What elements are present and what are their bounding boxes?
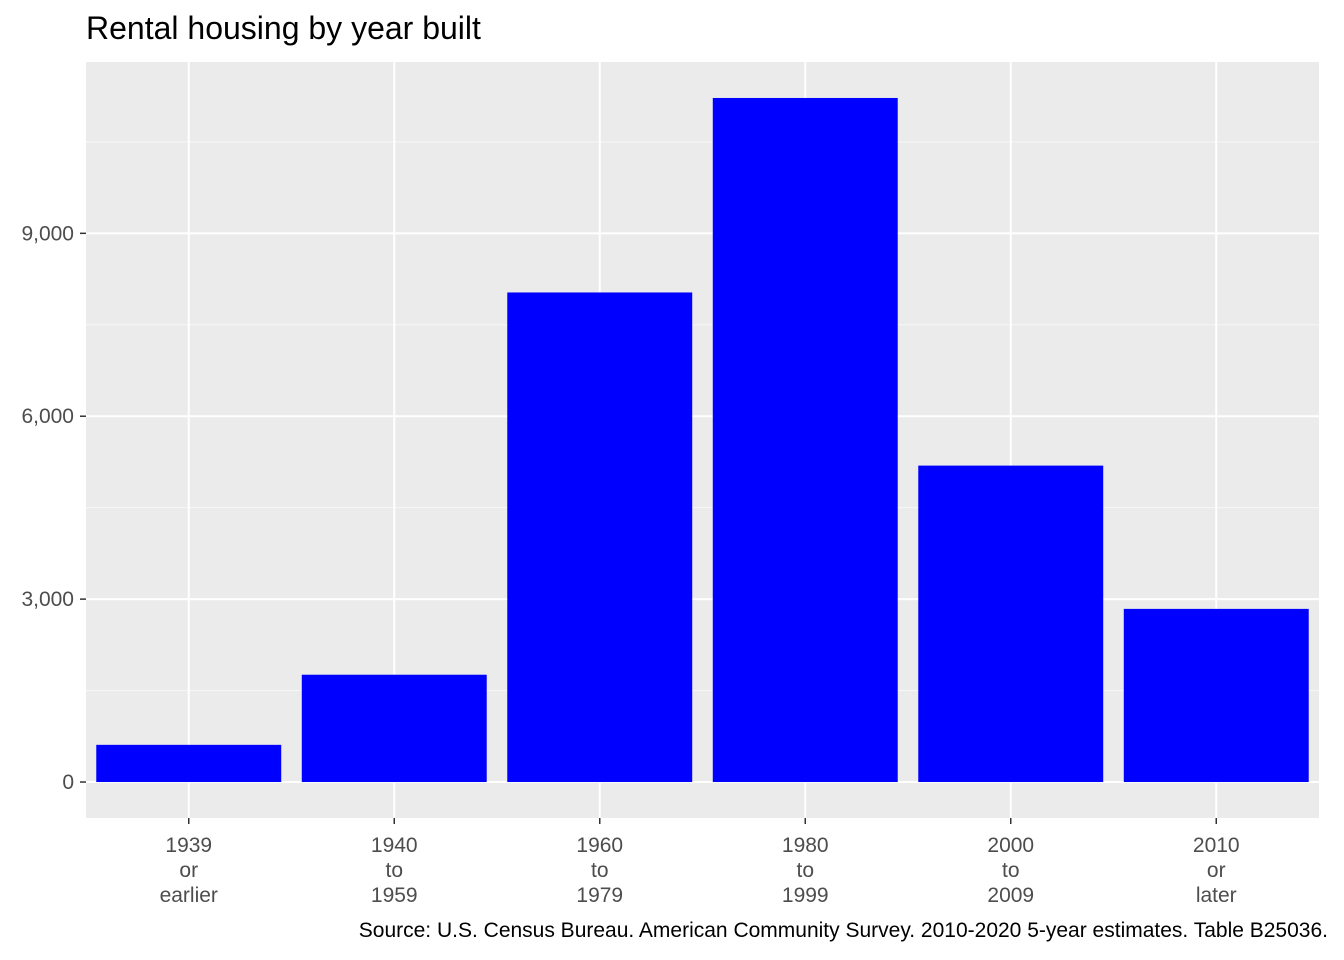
- x-tick-label-line: 1939: [165, 834, 212, 857]
- x-tick-label-line: later: [1196, 884, 1237, 907]
- x-tick-label-line: 2000: [987, 834, 1034, 857]
- x-tick-label: 2000 to 2009: [987, 834, 1034, 907]
- x-tick-label: 1960 to 1979: [576, 834, 623, 907]
- x-tick-label-line: 2009: [987, 884, 1034, 907]
- x-tick-label: 1980 to 1999: [782, 834, 829, 907]
- bar-2: [507, 292, 693, 783]
- x-tick-label-line: or: [179, 859, 198, 882]
- x-tick-label: 1939 or earlier: [160, 834, 218, 907]
- x-tick-label-line: 1940: [371, 834, 418, 857]
- y-tick-label: 0: [62, 771, 74, 794]
- x-tick-label-line: earlier: [160, 884, 218, 907]
- x-tick-label-line: 1980: [782, 834, 829, 857]
- y-tick-label: 3,000: [21, 588, 74, 611]
- bar-4: [918, 465, 1104, 783]
- chart-title: Rental housing by year built: [86, 10, 481, 46]
- x-tick-label-line: 2010: [1193, 834, 1240, 857]
- x-tick-label-line: 1960: [576, 834, 623, 857]
- chart-caption: Source: U.S. Census Bureau. American Com…: [358, 919, 1328, 942]
- x-tick-label-line: to: [385, 859, 403, 882]
- x-tick-label-line: 1979: [576, 884, 623, 907]
- x-tick-label-line: or: [1207, 859, 1226, 882]
- y-tick-label: 9,000: [21, 222, 74, 245]
- x-tick-label-line: to: [1002, 859, 1020, 882]
- x-tick-label: 2010 or later: [1193, 834, 1240, 907]
- x-tick-label-line: to: [591, 859, 609, 882]
- bar-1: [301, 674, 487, 783]
- plot-panel: [86, 62, 1319, 818]
- x-tick-label-line: 1999: [782, 884, 829, 907]
- bar-5: [1123, 608, 1309, 783]
- y-tick-label: 6,000: [21, 405, 74, 428]
- x-tick-label-line: to: [796, 859, 814, 882]
- bar-0: [96, 744, 282, 783]
- bars: [96, 97, 1309, 783]
- bar-3: [712, 97, 898, 783]
- y-axis: 0 3,000 6,000 9,000: [21, 222, 86, 794]
- x-tick-label-line: 1959: [371, 884, 418, 907]
- x-tick-label: 1940 to 1959: [371, 834, 418, 907]
